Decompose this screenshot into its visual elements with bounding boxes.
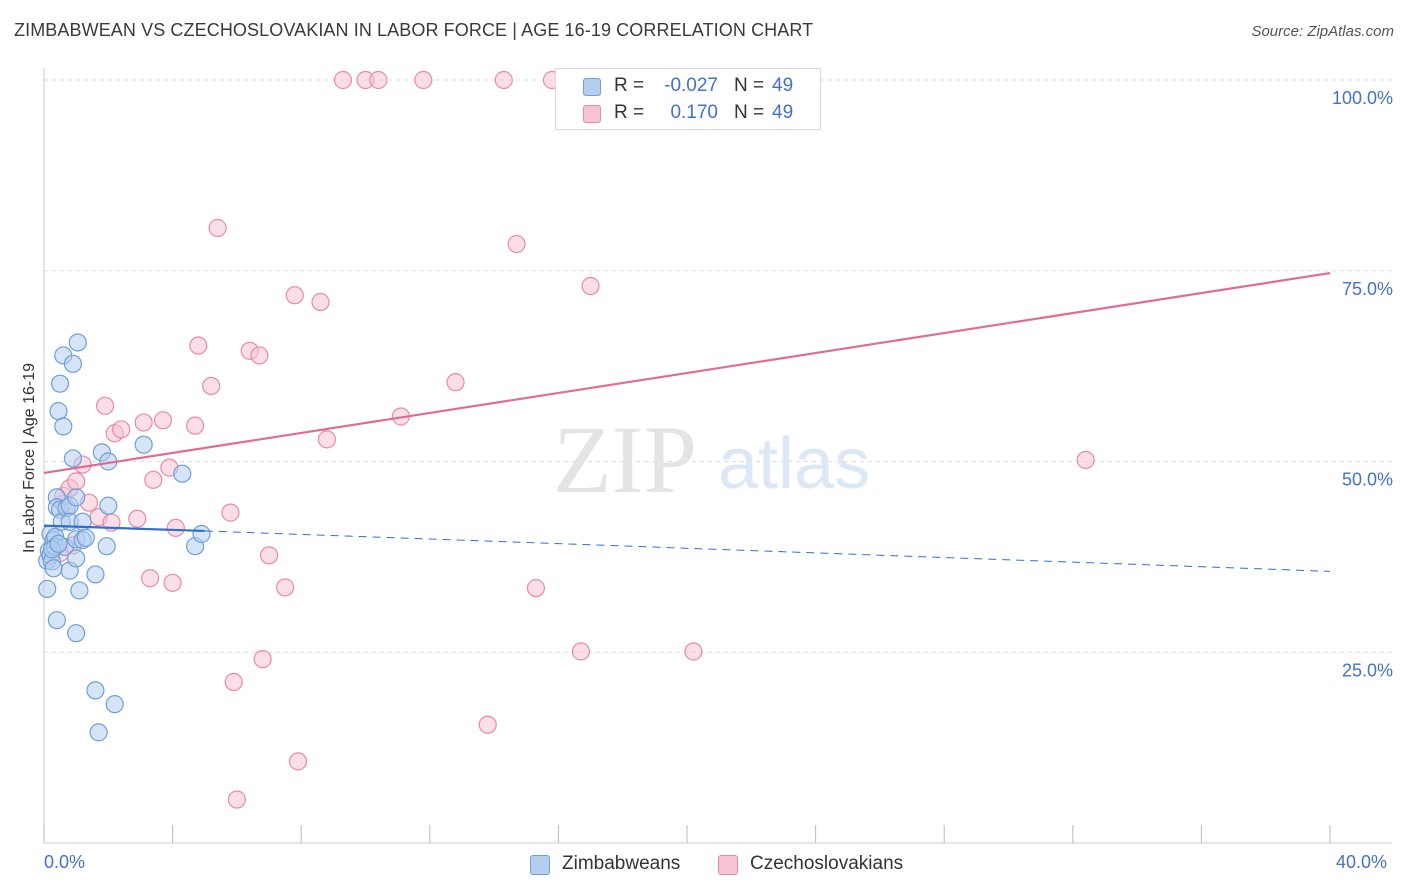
czechoslovakians-point[interactable] bbox=[333, 70, 353, 90]
zimbabweans-points bbox=[38, 333, 211, 742]
czechoslovakians-point[interactable] bbox=[67, 472, 86, 491]
legend-row-zimbabweans: R = -0.027 N = 49 bbox=[556, 73, 820, 101]
legend-swatch-pink bbox=[718, 855, 738, 875]
czechoslovakians-point[interactable] bbox=[112, 420, 131, 439]
zimbabweans-point[interactable] bbox=[54, 417, 73, 436]
czechoslovakians-point[interactable] bbox=[202, 376, 221, 396]
zimbabweans-point[interactable] bbox=[105, 695, 124, 714]
zimbabweans-point[interactable] bbox=[192, 524, 211, 544]
czechoslovakians-point[interactable] bbox=[684, 642, 703, 661]
czechoslovakians-point[interactable] bbox=[259, 546, 279, 565]
legend-n-value: 49 bbox=[772, 102, 794, 123]
x-tick-min: 0.0% bbox=[44, 852, 86, 872]
chart-source: Source: ZipAtlas.com bbox=[1251, 23, 1394, 40]
czechoslovakians-point[interactable] bbox=[250, 346, 269, 365]
zimbabweans-point[interactable] bbox=[50, 374, 70, 393]
series-legend-label: Czechoslovakians bbox=[750, 853, 904, 874]
czechoslovakians-point[interactable] bbox=[189, 336, 208, 355]
czechoslovakians-point[interactable] bbox=[1076, 450, 1095, 470]
zimbabweans-point[interactable] bbox=[76, 528, 95, 547]
zimbabweans-point[interactable] bbox=[38, 579, 57, 599]
legend-n-value: 49 bbox=[772, 75, 794, 96]
czechoslovakians-point[interactable] bbox=[507, 234, 526, 254]
zimbabweans-trend-line bbox=[43, 524, 205, 533]
czechoslovakians-point[interactable] bbox=[227, 790, 246, 809]
czechoslovakians-point[interactable] bbox=[166, 518, 185, 537]
trend-lines bbox=[43, 271, 1331, 572]
legend-row-czechoslovakians: R = 0.170 N = 49 bbox=[556, 100, 820, 128]
czechoslovakians-point[interactable] bbox=[224, 672, 243, 692]
czechoslovakians-point[interactable] bbox=[208, 218, 227, 238]
czechoslovakians-point[interactable] bbox=[311, 292, 330, 312]
legend-swatch-blue bbox=[583, 78, 601, 96]
chart-title: ZIMBABWEAN VS CZECHOSLOVAKIAN IN LABOR F… bbox=[14, 20, 814, 40]
zimbabweans-point[interactable] bbox=[86, 565, 105, 584]
czechoslovakians-point[interactable] bbox=[140, 569, 160, 588]
y-tick-label: 100.0% bbox=[1332, 88, 1393, 108]
czechoslovakians-point[interactable] bbox=[276, 578, 295, 597]
czechoslovakians-point[interactable] bbox=[285, 286, 304, 305]
czechoslovakians-point[interactable] bbox=[221, 503, 240, 522]
zimbabweans-trend-extension bbox=[204, 530, 1331, 572]
zimbabweans-point[interactable] bbox=[89, 723, 108, 742]
czechoslovakians-point[interactable] bbox=[253, 650, 272, 669]
y-axis-label: In Labor Force | Age 16-19 bbox=[21, 363, 38, 553]
y-tick-label: 25.0% bbox=[1342, 660, 1393, 680]
legend-swatch-pink bbox=[583, 105, 601, 123]
legend-r-label: R = bbox=[614, 75, 645, 96]
czechoslovakians-point[interactable] bbox=[134, 413, 153, 432]
series-legend-label: Zimbabweans bbox=[562, 853, 681, 874]
zimbabweans-point[interactable] bbox=[49, 534, 68, 554]
watermark: ZIP atlas bbox=[553, 406, 870, 513]
zimbabweans-point[interactable] bbox=[173, 464, 192, 483]
czechoslovakians-point[interactable] bbox=[581, 276, 600, 296]
zimbabweans-point[interactable] bbox=[44, 559, 63, 578]
czechoslovakians-point[interactable] bbox=[186, 416, 205, 435]
czechoslovakians-point[interactable] bbox=[369, 70, 388, 90]
y-tick-label: 50.0% bbox=[1342, 470, 1393, 490]
legend-r-value: -0.027 bbox=[664, 75, 718, 96]
zimbabweans-point[interactable] bbox=[68, 333, 87, 352]
zimbabweans-point[interactable] bbox=[63, 449, 83, 468]
czechoslovakians-point[interactable] bbox=[163, 573, 182, 592]
czechoslovakians-point[interactable] bbox=[571, 642, 591, 661]
czechoslovakians-point[interactable] bbox=[128, 509, 147, 528]
zimbabweans-point[interactable] bbox=[134, 435, 153, 454]
legend-r-label: R = bbox=[614, 102, 645, 123]
czechoslovakians-point[interactable] bbox=[144, 470, 163, 489]
y-tick-labels: 100.0% 75.0% 50.0% 25.0% bbox=[1332, 88, 1393, 680]
czechoslovakians-trend-line bbox=[43, 271, 1331, 475]
zimbabweans-point[interactable] bbox=[67, 549, 86, 568]
zimbabweans-point[interactable] bbox=[99, 496, 118, 515]
czechoslovakians-point[interactable] bbox=[153, 411, 173, 430]
legend-n-label: N = bbox=[734, 75, 765, 96]
czechoslovakians-point[interactable] bbox=[494, 70, 513, 90]
legend-n-label: N = bbox=[734, 102, 765, 123]
zimbabweans-point[interactable] bbox=[97, 537, 116, 556]
zimbabweans-point[interactable] bbox=[47, 611, 66, 630]
watermark-zip: ZIP bbox=[553, 406, 697, 513]
czechoslovakians-point[interactable] bbox=[526, 579, 545, 598]
czechoslovakians-point[interactable] bbox=[317, 430, 337, 449]
zimbabweans-point[interactable] bbox=[86, 681, 105, 700]
zimbabweans-point[interactable] bbox=[67, 624, 86, 643]
watermark-atlas: atlas bbox=[718, 424, 870, 504]
czechoslovakians-point[interactable] bbox=[478, 715, 497, 734]
legend-swatch-blue bbox=[530, 855, 550, 875]
zimbabweans-point[interactable] bbox=[70, 581, 89, 600]
y-tick-label: 75.0% bbox=[1342, 279, 1393, 299]
czechoslovakians-point[interactable] bbox=[446, 373, 465, 392]
czechoslovakians-point[interactable] bbox=[95, 396, 115, 415]
axes bbox=[43, 68, 1392, 844]
correlation-legend: R = -0.027 N = 49 R = 0.170 N = 49 bbox=[555, 68, 821, 130]
zimbabweans-point[interactable] bbox=[49, 402, 68, 421]
x-tick-max: 40.0% bbox=[1336, 852, 1388, 872]
series-legend: Zimbabweans Czechoslovakians bbox=[0, 852, 1406, 878]
czechoslovakians-point[interactable] bbox=[288, 752, 308, 771]
czechoslovakians-point[interactable] bbox=[414, 70, 433, 90]
zimbabweans-point[interactable] bbox=[63, 354, 83, 373]
legend-r-value: 0.170 bbox=[670, 102, 718, 123]
zimbabweans-point[interactable] bbox=[67, 488, 86, 507]
